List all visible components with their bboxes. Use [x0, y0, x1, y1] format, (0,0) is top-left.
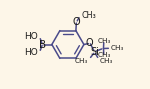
Text: CH₃: CH₃: [75, 57, 88, 64]
Text: CH₃: CH₃: [82, 11, 96, 20]
Text: HO: HO: [24, 32, 38, 41]
Text: B: B: [39, 40, 46, 49]
Text: Si: Si: [90, 47, 99, 57]
Text: CH₃: CH₃: [99, 57, 113, 64]
Text: CH₃: CH₃: [110, 45, 124, 51]
Text: CH₃: CH₃: [97, 52, 111, 58]
Text: CH₃: CH₃: [97, 38, 111, 44]
Text: O: O: [86, 38, 93, 48]
Text: O: O: [73, 17, 81, 27]
Text: HO: HO: [24, 48, 38, 57]
